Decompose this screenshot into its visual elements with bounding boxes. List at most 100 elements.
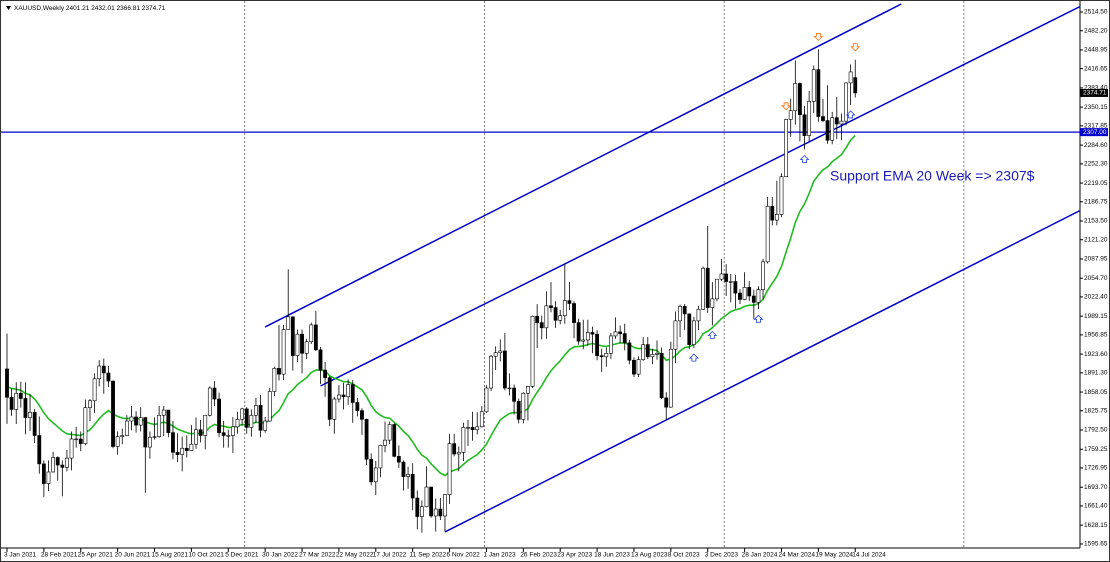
candle-body xyxy=(802,114,807,136)
candle-body xyxy=(134,416,138,426)
candle-body xyxy=(788,110,793,120)
candle-body xyxy=(184,447,189,451)
candle-body xyxy=(618,331,623,334)
x-tick-label: 20 Jun 2021 xyxy=(115,552,151,559)
up-arrow xyxy=(845,110,856,119)
candle-body xyxy=(678,306,682,322)
candle-body xyxy=(668,348,673,408)
candle-body xyxy=(475,426,480,431)
x-tick-label: 17 Jul 2022 xyxy=(373,552,407,559)
candle-body xyxy=(369,458,374,483)
candle-body xyxy=(682,306,687,315)
y-tick-label: 2186.75 xyxy=(1084,198,1108,205)
candle-body xyxy=(212,387,217,400)
candle-body xyxy=(360,410,364,420)
candle-body xyxy=(28,412,32,418)
x-tick-label: 11 Sep 2022 xyxy=(410,552,447,559)
x-tick-label: 22 May 2022 xyxy=(336,552,374,559)
candle-body xyxy=(443,494,447,517)
candle-body xyxy=(821,116,825,121)
candle-body xyxy=(207,387,212,416)
y-tick-label: 2022.40 xyxy=(1084,294,1108,301)
x-tick-label: 25 Apr 2021 xyxy=(78,552,113,559)
candle-body xyxy=(691,320,696,345)
candle-body xyxy=(466,427,470,429)
candle-body xyxy=(327,377,332,420)
candle-body xyxy=(811,69,816,102)
candle-body xyxy=(595,333,599,356)
candle-body xyxy=(558,315,563,321)
y-tick-label: 1956.85 xyxy=(1084,332,1108,339)
candle-body xyxy=(387,424,392,441)
up-arrow xyxy=(707,330,718,339)
candle-body xyxy=(69,438,74,459)
candle-body xyxy=(765,205,770,263)
candle-body xyxy=(129,416,134,422)
down-arrow xyxy=(813,32,824,41)
candle-body xyxy=(512,387,517,402)
candle-body xyxy=(189,443,194,451)
up-arrow xyxy=(688,353,699,362)
candle-body xyxy=(599,355,604,358)
candle-body xyxy=(493,352,498,357)
candle-body xyxy=(424,486,429,508)
candle-body xyxy=(23,398,28,418)
candle-body xyxy=(433,508,438,517)
chart-title: XAUUSD,Weekly 2401.21 2432.01 2366.81 23… xyxy=(14,5,166,12)
candle-body xyxy=(396,456,401,463)
y-tick-label: 2383.40 xyxy=(1084,85,1108,92)
candle-body xyxy=(502,350,507,389)
candle-body xyxy=(696,308,701,322)
y-tick-label: 2219.05 xyxy=(1084,180,1108,187)
candle-body xyxy=(756,289,761,303)
candle-body xyxy=(470,427,475,431)
candle-body xyxy=(92,378,97,402)
x-tick-label: 24 Mar 2024 xyxy=(778,552,815,559)
candle-body xyxy=(88,400,92,409)
candle-body xyxy=(567,300,572,304)
trendline xyxy=(320,5,1080,387)
y-tick-label: 2284.60 xyxy=(1084,142,1108,149)
candle-body xyxy=(392,424,397,457)
candle-body xyxy=(572,303,576,323)
candle-body xyxy=(281,329,286,375)
y-tick-label: 2087.95 xyxy=(1084,256,1108,263)
candle-body xyxy=(645,344,650,358)
y-tick-label: 2054.70 xyxy=(1084,275,1108,282)
y-tick-label: 1628.15 xyxy=(1084,522,1108,529)
y-tick-label: 2317.85 xyxy=(1084,123,1108,130)
candle-body xyxy=(774,214,779,221)
candle-body xyxy=(244,408,249,428)
candle-body xyxy=(415,497,420,517)
menu-icon xyxy=(6,6,11,10)
x-tick-label: 19 May 2024 xyxy=(815,552,853,559)
candle-body xyxy=(373,467,378,483)
y-tick-label: 1595.65 xyxy=(1084,541,1108,548)
x-tick-label: 28 Jan 2024 xyxy=(742,552,778,559)
candle-body xyxy=(65,457,69,468)
trendline xyxy=(444,209,1080,533)
candle-body xyxy=(143,417,148,448)
candle-body xyxy=(609,335,613,354)
y-tick-label: 1759.25 xyxy=(1084,446,1108,453)
candle-body xyxy=(516,401,521,420)
candle-body xyxy=(272,368,277,392)
candle-body xyxy=(148,436,152,448)
candle-body xyxy=(350,384,355,403)
candle-body xyxy=(419,506,424,517)
candle-body xyxy=(853,77,858,94)
candle-body xyxy=(277,368,281,375)
up-arrow xyxy=(799,154,810,163)
candle-body xyxy=(779,176,784,215)
candle-body xyxy=(834,117,839,125)
candle-body xyxy=(498,350,503,354)
candle-body xyxy=(235,418,240,428)
trendline xyxy=(264,3,902,328)
candle-body xyxy=(46,471,51,484)
y-tick-label: 1726.95 xyxy=(1084,465,1108,472)
y-tick-label: 2514.50 xyxy=(1084,9,1108,16)
candle-body xyxy=(258,405,263,431)
candle-body xyxy=(124,420,129,436)
candle-body xyxy=(742,286,747,300)
candle-body xyxy=(585,332,590,341)
